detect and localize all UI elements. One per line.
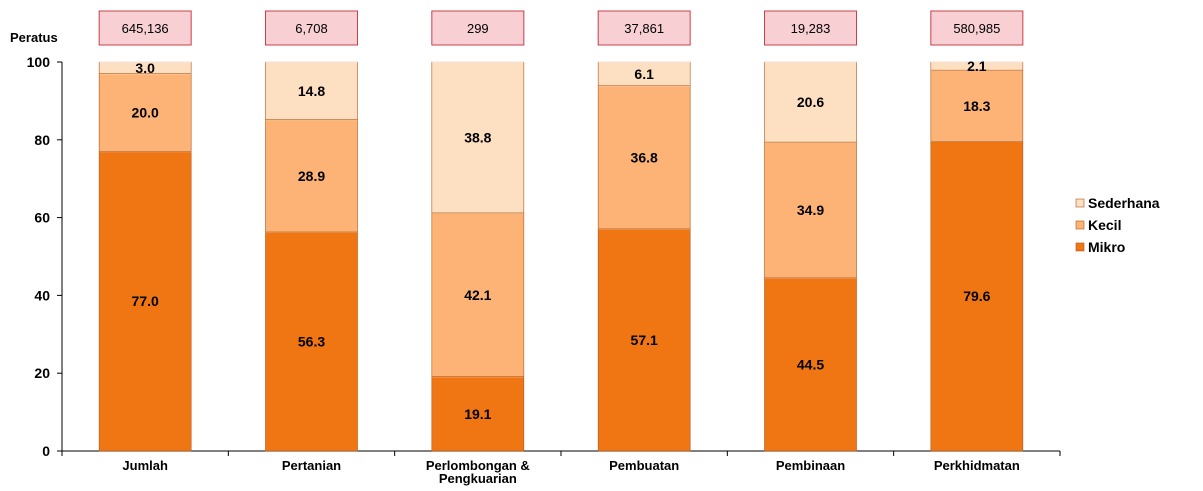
- total-box-frame: [265, 10, 358, 46]
- value-label: 6.1: [634, 66, 654, 82]
- bar-group: 79.6 18.3 2.1: [930, 58, 1024, 452]
- legend-label: Kecil: [1088, 217, 1121, 233]
- value-label: 36.8: [631, 149, 658, 165]
- value-label: 34.9: [797, 202, 824, 218]
- value-label: 19.1: [464, 406, 491, 422]
- y-tick-label: 20: [34, 365, 50, 381]
- value-label: 57.1: [631, 332, 658, 348]
- bar-group: 44.5 34.9 20.6: [764, 61, 857, 452]
- legend-label: Mikro: [1088, 239, 1125, 255]
- bar-segment-sederhana: [431, 61, 525, 214]
- category-label: Pembuatan: [609, 458, 679, 473]
- bar-group: 77.0 20.0 3.0: [98, 60, 192, 452]
- bar-segment-mikro: [265, 231, 358, 452]
- category-label: Pertanian: [282, 458, 341, 473]
- value-label: 20.6: [797, 94, 824, 110]
- category-label: Perlombongan & Pengkuarian: [426, 458, 530, 486]
- total-box-frame: [431, 10, 525, 46]
- y-tick-label: 0: [42, 443, 50, 459]
- total-box-frame: [764, 10, 857, 46]
- value-label: 28.9: [298, 168, 325, 184]
- value-label: 77.0: [132, 293, 159, 309]
- value-label: 18.3: [963, 98, 990, 114]
- value-label: 20.0: [132, 105, 159, 121]
- category-label: Jumlah: [122, 458, 168, 473]
- y-tick-label: 80: [34, 132, 50, 148]
- bar-segment-sederhana: [764, 61, 857, 143]
- bar-group: 19.1 42.1 38.8: [431, 61, 525, 452]
- legend-entry-kecil: Kecil: [1075, 217, 1121, 233]
- bar-segment-kecil: [98, 73, 192, 152]
- bar-segment-mikro: [930, 141, 1024, 452]
- total-box-frame: [930, 10, 1024, 46]
- category-label: Perkhidmatan: [934, 458, 1020, 473]
- legend-swatch: [1075, 198, 1085, 208]
- total-label: 645,136: [122, 21, 169, 36]
- category-label-line: Pengkuarian: [439, 471, 517, 486]
- total-box: 580,985: [930, 10, 1024, 46]
- value-label: 2.1: [967, 58, 987, 74]
- legend-label: Sederhana: [1088, 195, 1160, 211]
- legend-swatch: [1075, 220, 1085, 230]
- bar-segment-kecil: [431, 212, 525, 378]
- value-label: 42.1: [464, 287, 491, 303]
- total-box-frame: [597, 10, 691, 46]
- y-tick-label: 100: [27, 54, 51, 70]
- axes: 0 20 40 60 80 100 Jumlah Pertanian Perlombongan …: [27, 54, 1061, 486]
- bars: 77.0 20.0 3.0 56.3 28.9 14.8 19.1 42.1 38.8 57.1 3…: [98, 58, 1024, 452]
- legend: Sederhana Kecil Mikro: [1075, 195, 1160, 255]
- total-label: 19,283: [791, 21, 831, 36]
- value-label: 3.0: [135, 60, 155, 76]
- y-tick-label: 40: [34, 287, 50, 303]
- total-box: 299: [431, 10, 525, 46]
- bar-segment-kecil: [930, 69, 1024, 142]
- total-box: 19,283: [764, 10, 857, 46]
- bar-segment-mikro: [764, 277, 857, 452]
- bar-segment-kecil: [597, 85, 691, 230]
- y-tick-label: 60: [34, 210, 50, 226]
- value-label: 79.6: [963, 288, 990, 304]
- total-boxes: 645,136 6,708 299 37,861 19,283 580,985: [98, 10, 1024, 46]
- bar-segment-sederhana: [265, 61, 358, 120]
- legend-swatch: [1075, 242, 1085, 252]
- value-label: 44.5: [797, 356, 824, 372]
- bar-segment-mikro: [98, 151, 192, 452]
- total-label: 580,985: [953, 21, 1000, 36]
- category-label-line: Perlombongan &: [426, 458, 530, 473]
- value-label: 56.3: [298, 333, 325, 349]
- bar-segment-kecil: [265, 119, 358, 233]
- bar-segment-kecil: [764, 141, 857, 279]
- value-label: 14.8: [298, 83, 325, 99]
- total-label: 37,861: [624, 21, 664, 36]
- bar-group: 57.1 36.8 6.1: [597, 61, 691, 452]
- bar-segment-mikro: [597, 228, 691, 452]
- total-box: 6,708: [265, 10, 358, 46]
- total-label: 299: [467, 21, 489, 36]
- legend-entry-mikro: Mikro: [1075, 239, 1125, 255]
- value-label: 38.8: [464, 129, 491, 145]
- legend-entry-sederhana: Sederhana: [1075, 195, 1160, 211]
- bar-group: 56.3 28.9 14.8: [265, 61, 358, 452]
- total-box: 645,136: [98, 10, 192, 46]
- total-label: 6,708: [295, 21, 328, 36]
- total-box-frame: [98, 10, 192, 46]
- category-label: Pembinaan: [776, 458, 845, 473]
- y-axis-title: Peratus: [10, 30, 58, 45]
- total-box: 37,861: [597, 10, 691, 46]
- bar-segment-mikro: [431, 376, 525, 452]
